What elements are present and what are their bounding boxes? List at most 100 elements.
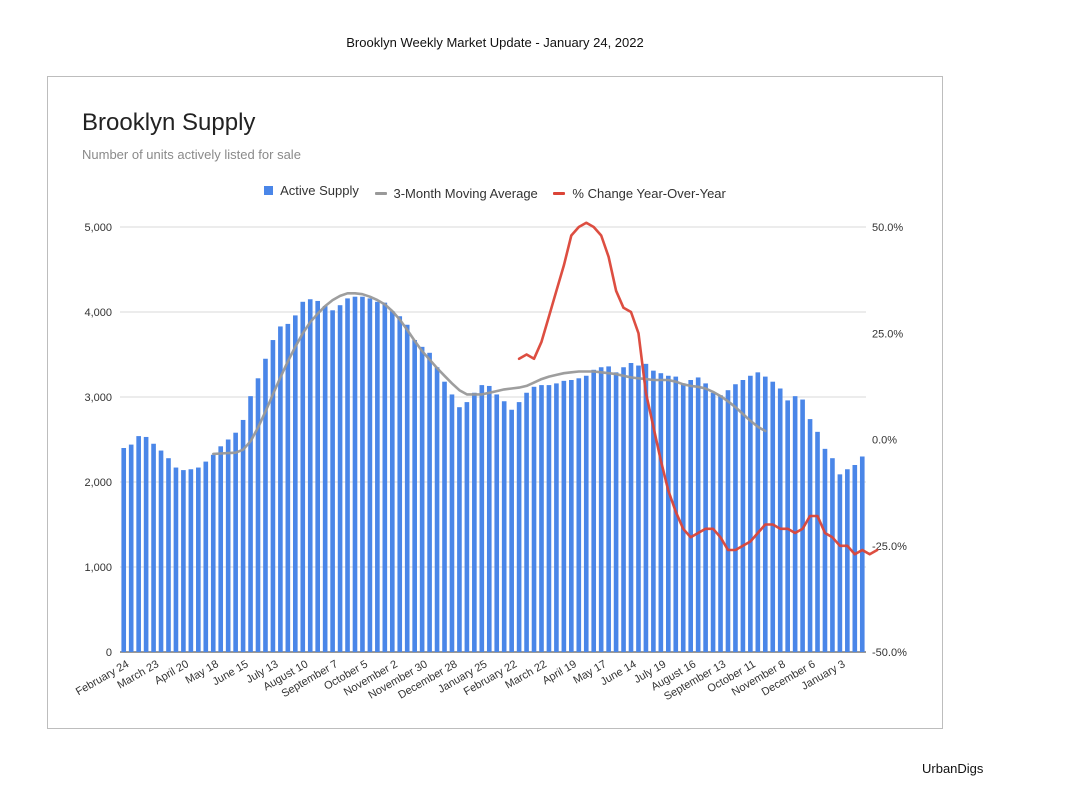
supply-bar <box>315 300 321 652</box>
supply-bar <box>300 301 306 652</box>
supply-bar <box>375 301 380 652</box>
supply-bar <box>837 474 843 652</box>
supply-bar <box>128 444 134 652</box>
legend-swatch-yoy-change <box>553 192 566 195</box>
legend-label-moving-average: 3-Month Moving Average <box>393 186 538 201</box>
supply-bar <box>762 376 768 652</box>
footer-brand: UrbanDigs <box>922 761 984 776</box>
supply-bar <box>740 380 746 652</box>
supply-bar <box>143 436 149 652</box>
supply-bar <box>822 448 828 652</box>
supply-bar <box>748 375 753 652</box>
supply-bar <box>412 340 417 652</box>
supply-bar <box>792 396 798 652</box>
chart-legend: Active Supply 3-Month Moving Average % C… <box>0 183 990 201</box>
supply-bar <box>166 458 171 652</box>
supply-bar <box>845 469 850 652</box>
supply-bar <box>442 381 447 652</box>
supply-bar <box>419 346 425 652</box>
supply-bar <box>240 419 246 652</box>
supply-bar <box>225 439 231 652</box>
supply-bar <box>591 369 597 652</box>
supply-bar <box>665 375 671 652</box>
supply-bar <box>278 326 283 652</box>
supply-bar <box>770 381 776 652</box>
supply-bar <box>695 377 701 652</box>
moving-average-line <box>212 291 767 456</box>
supply-bar <box>725 390 731 652</box>
y-left-tick-label: 0 <box>106 647 112 659</box>
supply-bar <box>367 298 373 652</box>
legend-swatch-active-supply <box>264 186 274 195</box>
supply-bar <box>688 380 694 652</box>
y-left-tick-label: 1,000 <box>84 562 112 574</box>
supply-bar <box>345 298 350 652</box>
supply-bar <box>486 385 492 652</box>
supply-bar <box>494 394 500 652</box>
supply-bar <box>569 380 574 652</box>
supply-bar <box>151 443 156 652</box>
chart-title: Brooklyn Supply <box>82 109 256 136</box>
supply-bar <box>643 363 649 652</box>
x-tick-label: April 19 <box>541 658 579 687</box>
supply-bar <box>807 419 813 652</box>
y-right-tick-label: 0.0% <box>872 435 897 447</box>
supply-bar <box>233 432 238 652</box>
supply-bar <box>360 296 365 652</box>
supply-bar <box>501 401 507 652</box>
y-left-tick-label: 3,000 <box>84 392 112 404</box>
legend-item-yoy-change: % Change Year-Over-Year <box>553 186 726 201</box>
legend-swatch-moving-average <box>374 192 387 195</box>
supply-bar <box>680 383 686 652</box>
supply-bar <box>136 436 141 652</box>
supply-bar <box>546 385 552 652</box>
supply-bar <box>598 367 604 652</box>
supply-bar <box>539 385 544 652</box>
supply-bar <box>263 358 268 652</box>
y-right-tick-label: 50.0% <box>872 222 903 234</box>
legend-item-moving-average: 3-Month Moving Average <box>374 186 538 201</box>
supply-bar <box>292 315 298 652</box>
supply-bar <box>800 399 805 652</box>
y-right-tick-label: -25.0% <box>872 541 907 553</box>
supply-bar <box>516 402 522 652</box>
supply-bar <box>121 448 127 652</box>
supply-bar <box>852 465 858 652</box>
supply-bar <box>464 402 470 652</box>
supply-bar <box>210 454 216 652</box>
supply-bar <box>427 352 432 652</box>
supply-bar <box>613 372 619 652</box>
supply-bar <box>830 458 835 652</box>
chart-subtitle: Number of units actively listed for sale <box>82 147 301 162</box>
supply-bar <box>196 467 201 652</box>
supply-bar <box>158 450 164 652</box>
supply-bar <box>509 409 514 652</box>
supply-bar <box>777 388 783 652</box>
supply-bar <box>397 316 403 652</box>
supply-bar <box>382 302 388 652</box>
page-header: Brooklyn Weekly Market Update - January … <box>346 35 644 50</box>
y-right-tick-label: 25.0% <box>872 328 903 340</box>
supply-bar <box>352 296 358 652</box>
supply-bar <box>218 446 224 652</box>
supply-bar <box>524 392 529 652</box>
supply-bar <box>621 367 626 652</box>
legend-item-active-supply: Active Supply <box>264 183 359 198</box>
supply-bar <box>561 380 567 652</box>
supply-bar <box>651 370 656 652</box>
supply-bar <box>181 470 186 652</box>
supply-bar <box>322 306 328 652</box>
supply-bar <box>330 310 335 652</box>
supply-bar <box>718 395 723 652</box>
x-tick-label: April 20 <box>153 658 191 687</box>
supply-bar <box>710 392 716 652</box>
supply-bar <box>785 400 790 652</box>
supply-bar <box>203 461 209 652</box>
supply-bar <box>248 396 253 652</box>
y-right-tick-label: -50.0% <box>872 647 907 659</box>
supply-bar <box>255 378 261 652</box>
legend-label-active-supply: Active Supply <box>280 183 359 198</box>
legend-label-yoy-change: % Change Year-Over-Year <box>572 186 726 201</box>
y-left-tick-label: 4,000 <box>84 307 112 319</box>
